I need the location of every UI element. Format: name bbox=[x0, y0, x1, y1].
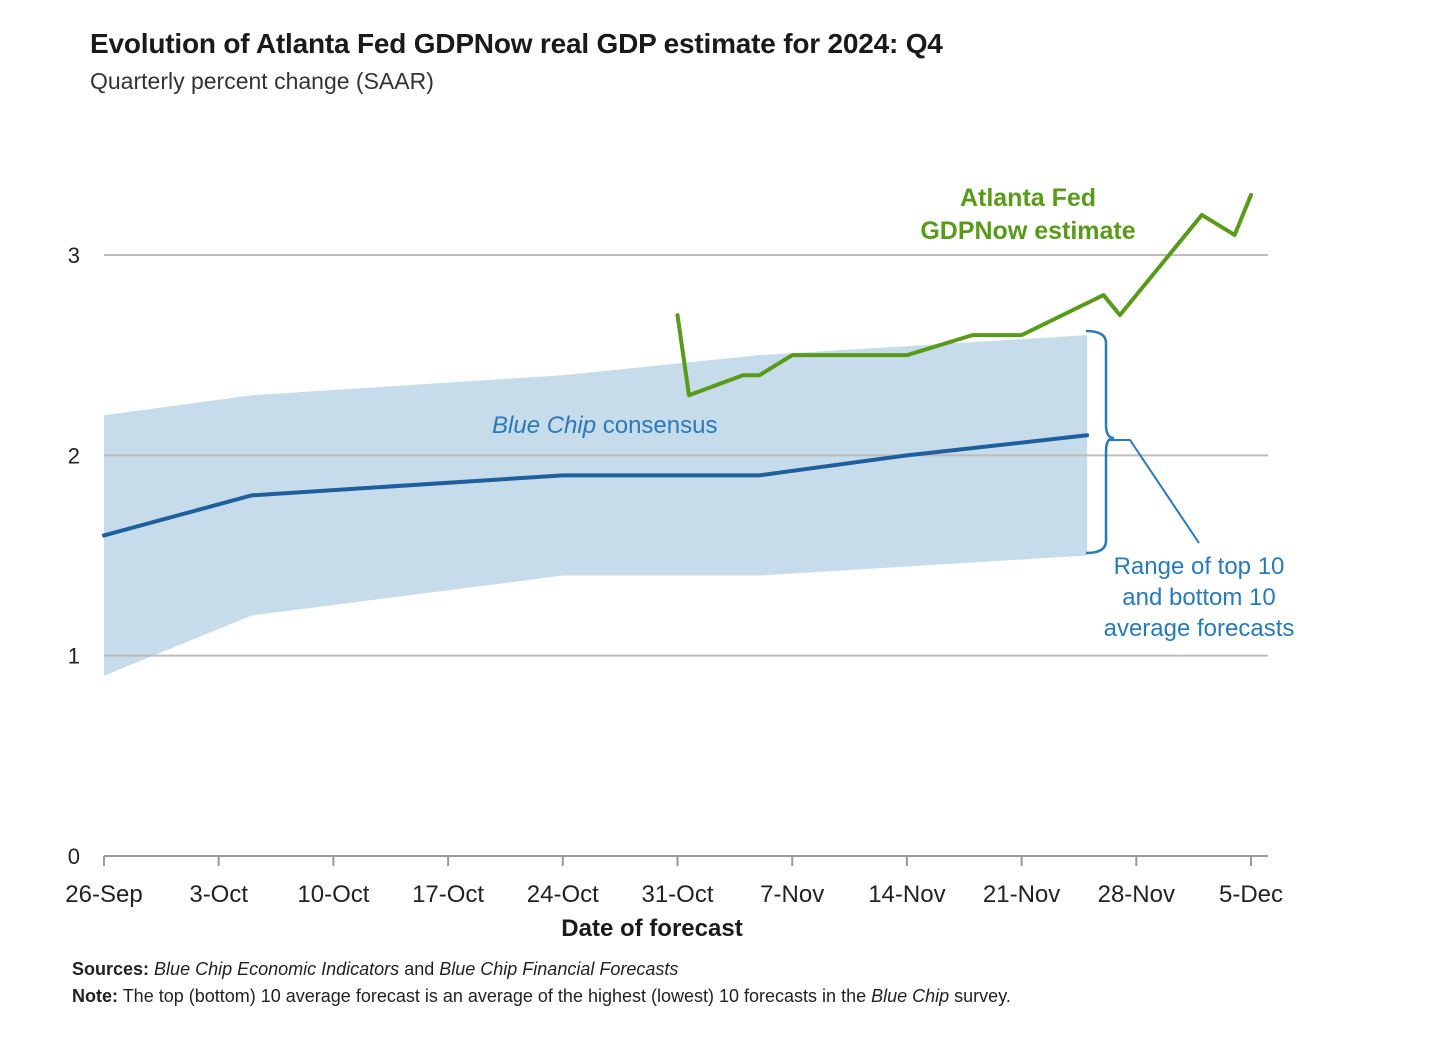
x-tick-label-0: 26-Sep bbox=[65, 881, 142, 908]
sources-source-2: Blue Chip Financial Forecasts bbox=[439, 959, 679, 979]
range-label-line1: Range of top 10 bbox=[1114, 553, 1285, 580]
chart-footer: Sources: Blue Chip Economic Indicators a… bbox=[72, 956, 1252, 1010]
x-tick-label-2: 10-Oct bbox=[297, 881, 369, 908]
range-bracket bbox=[1085, 329, 1115, 555]
x-axis-title: Date of forecast bbox=[561, 915, 742, 942]
note-italic: Blue Chip bbox=[871, 986, 950, 1006]
y-tick-label-2: 2 bbox=[68, 443, 80, 468]
note-line: Note: The top (bottom) 10 average foreca… bbox=[72, 983, 1252, 1010]
range-leader-line bbox=[1108, 439, 1200, 544]
range-label-line3: average forecasts bbox=[1104, 615, 1295, 642]
consensus-label: Blue Chip consensus bbox=[492, 412, 717, 439]
y-tick-label-1: 1 bbox=[68, 644, 80, 669]
gdpnow-line bbox=[675, 192, 1253, 398]
chart-title: Evolution of Atlanta Fed GDPNow real GDP… bbox=[90, 28, 943, 59]
sources-line: Sources: Blue Chip Economic Indicators a… bbox=[72, 956, 1252, 983]
y-tick-label-0: 0 bbox=[68, 844, 80, 869]
forecast-range-band bbox=[104, 335, 1088, 676]
note-text-2: survey. bbox=[954, 986, 1011, 1006]
chart-subtitle: Quarterly percent change (SAAR) bbox=[90, 68, 434, 94]
consensus-label-italic: Blue Chip bbox=[492, 412, 596, 439]
gdpnow-label-line1: Atlanta Fed bbox=[960, 184, 1096, 212]
sources-label: Sources: bbox=[72, 959, 150, 979]
x-tick-label-4: 24-Oct bbox=[527, 881, 599, 908]
sources-source-1: Blue Chip Economic Indicators bbox=[154, 959, 400, 979]
y-tick-label-3: 3 bbox=[68, 243, 80, 268]
gdpnow-label-line2: GDPNow estimate bbox=[920, 217, 1135, 245]
chart-svg: 0 1 2 3 26-Sep 3-Oct 10-Oct 17-Oct 24-Oct 31-Oct 7… bbox=[65, 184, 1295, 942]
x-tick-label-6: 7-Nov bbox=[760, 881, 824, 908]
x-tick-label-3: 17-Oct bbox=[412, 881, 484, 908]
x-tick-label-10: 5-Dec bbox=[1219, 881, 1283, 908]
x-tick-label-8: 21-Nov bbox=[983, 881, 1060, 908]
sources-and: and bbox=[404, 959, 435, 979]
x-tick-label-5: 31-Oct bbox=[641, 881, 713, 908]
x-tick-label-1: 3-Oct bbox=[189, 881, 248, 908]
consensus-line bbox=[102, 433, 1090, 538]
consensus-label-space bbox=[596, 412, 603, 439]
x-tick-label-7: 14-Nov bbox=[868, 881, 945, 908]
consensus-label-rest: consensus bbox=[603, 412, 718, 439]
note-label: Note: bbox=[72, 986, 118, 1006]
x-tick-label-9: 28-Nov bbox=[1098, 881, 1175, 908]
note-text-1: The top (bottom) 10 average forecast is … bbox=[122, 986, 867, 1006]
range-label-line2: and bottom 10 bbox=[1122, 584, 1275, 611]
